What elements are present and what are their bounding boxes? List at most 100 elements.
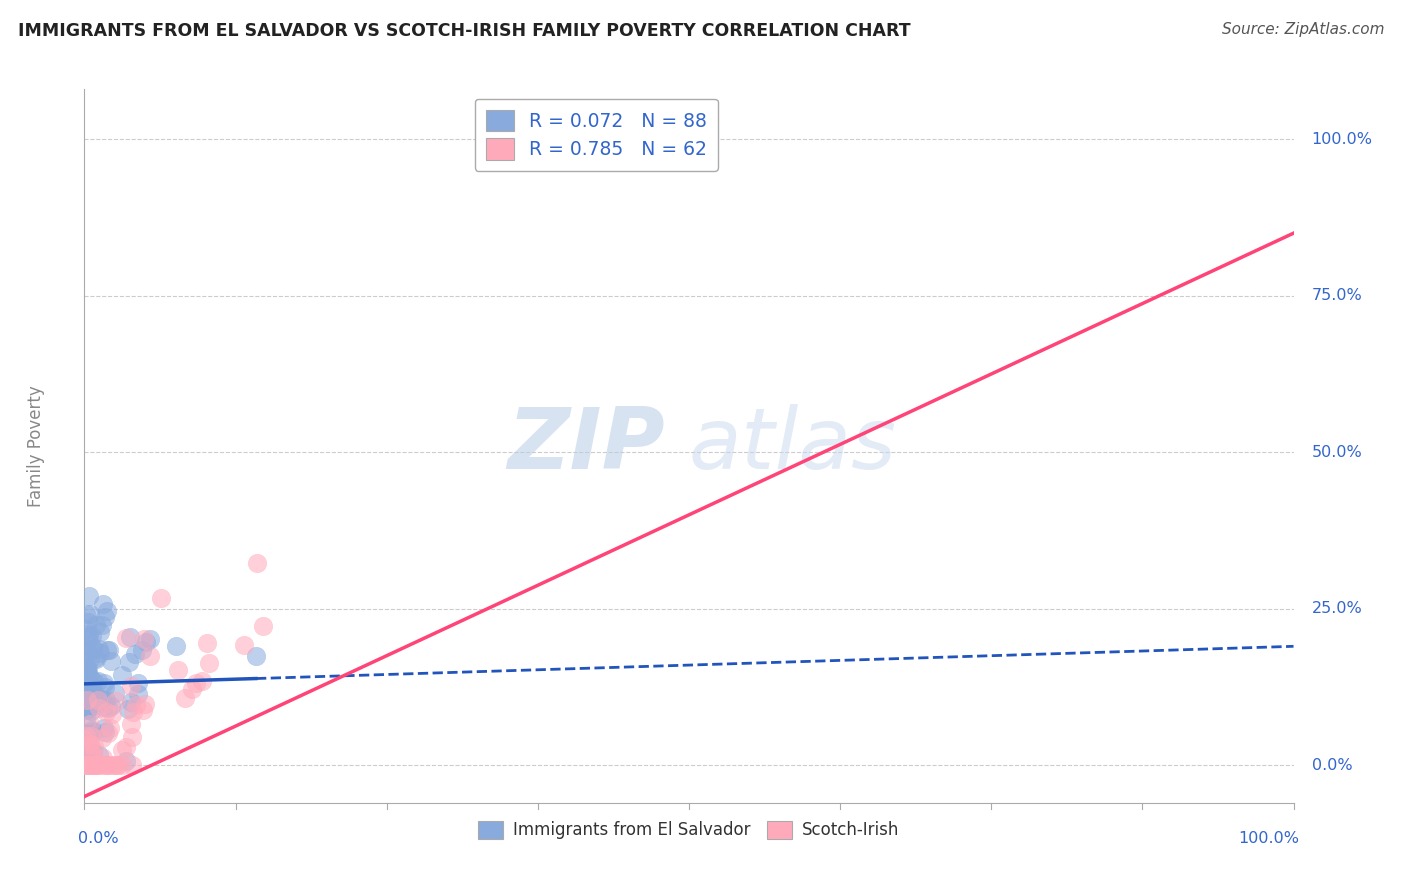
Point [76, 677, 98, 691]
Point [111, 668, 134, 682]
Point [104, 686, 127, 700]
Text: atlas: atlas [689, 404, 897, 488]
Point [150, 591, 173, 605]
Point [96, 604, 118, 618]
Point [167, 663, 190, 677]
Point [76, 660, 98, 674]
Point [90, 758, 112, 772]
Point [80, 729, 103, 743]
Point [76, 758, 98, 772]
Point [195, 636, 218, 650]
Point [89, 701, 111, 715]
Point [82, 758, 104, 772]
Point [86, 651, 108, 665]
Point [82, 642, 104, 657]
Point [73, 641, 96, 656]
Text: 0.0%: 0.0% [79, 831, 120, 847]
Point [97, 758, 120, 772]
Point [139, 632, 162, 646]
Point [100, 699, 122, 714]
Point [98, 721, 121, 735]
Point [75, 758, 97, 772]
Point [76, 699, 98, 714]
Point [73, 656, 96, 670]
Point [80, 723, 103, 737]
Point [83, 650, 105, 665]
Point [77, 589, 100, 603]
Text: 25.0%: 25.0% [1312, 601, 1362, 616]
Point [120, 716, 142, 731]
Point [91, 731, 114, 746]
Point [89, 747, 111, 762]
Point [77, 701, 100, 715]
Point [79, 758, 101, 772]
Point [83, 739, 105, 753]
Point [76, 703, 98, 717]
Point [114, 631, 136, 645]
Point [80, 693, 103, 707]
Point [77, 726, 100, 740]
Point [127, 675, 149, 690]
Point [100, 706, 122, 721]
Point [232, 638, 254, 652]
Point [77, 629, 100, 643]
Point [80, 690, 103, 704]
Point [132, 703, 155, 717]
Point [76, 700, 98, 714]
Point [80, 704, 103, 718]
Point [80, 685, 103, 699]
Point [86, 693, 108, 707]
Point [79, 737, 101, 751]
Point [100, 654, 122, 668]
Point [131, 643, 153, 657]
Point [101, 758, 124, 772]
Point [117, 702, 139, 716]
Point [77, 744, 100, 758]
Point [76, 663, 98, 677]
Point [93, 721, 115, 735]
Point [93, 676, 115, 690]
Point [75, 729, 97, 743]
Point [83, 674, 105, 689]
Point [75, 607, 97, 621]
Point [82, 748, 104, 763]
Point [83, 758, 105, 772]
Point [75, 712, 97, 726]
Point [82, 674, 104, 689]
Point [245, 649, 267, 664]
Point [73, 622, 96, 636]
Point [111, 743, 134, 757]
Point [94, 706, 117, 720]
Point [73, 732, 96, 747]
Point [139, 649, 162, 664]
Point [114, 754, 136, 768]
Text: 0.0%: 0.0% [1312, 757, 1353, 772]
Point [73, 672, 96, 686]
Point [77, 633, 100, 648]
Point [98, 643, 121, 657]
Point [121, 706, 143, 720]
Point [104, 694, 127, 708]
Point [94, 693, 117, 707]
Point [184, 675, 207, 690]
Point [91, 751, 114, 765]
Point [246, 556, 269, 570]
Point [77, 738, 100, 752]
Point [121, 758, 143, 772]
Point [94, 725, 117, 739]
Point [93, 681, 115, 695]
Point [73, 725, 96, 739]
Point [135, 635, 157, 649]
Point [104, 758, 127, 772]
Point [197, 656, 219, 670]
Text: ZIP: ZIP [508, 404, 665, 488]
Point [73, 681, 96, 696]
Point [120, 679, 142, 693]
Point [87, 693, 110, 707]
Point [115, 739, 138, 754]
Point [94, 610, 117, 624]
Point [77, 669, 100, 683]
Point [87, 673, 110, 688]
Point [97, 701, 120, 715]
Point [121, 731, 143, 745]
